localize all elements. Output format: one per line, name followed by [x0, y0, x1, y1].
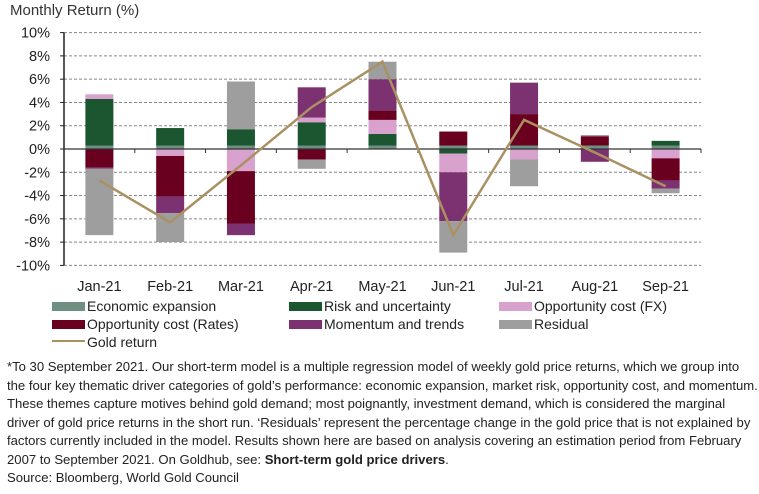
bar-segment [651, 158, 680, 181]
legend-item: Momentum and trends [289, 316, 464, 333]
y-tick-label: 6% [29, 72, 50, 88]
footnote: *To 30 September 2021. Our short-term mo… [7, 358, 759, 469]
bar-segment [439, 149, 468, 154]
y-tick-label: -10% [16, 258, 50, 274]
bar-segment [580, 149, 609, 162]
y-tick-label: 4% [29, 95, 50, 111]
x-tick-label: Jan-21 [77, 279, 121, 295]
bar-segment [297, 87, 326, 118]
legend-swatch [52, 340, 85, 343]
legend-item: Gold return [52, 334, 157, 351]
legend-item: Risk and uncertainty [289, 298, 451, 315]
x-tick-label: Aug-21 [571, 279, 618, 295]
bar-segment [580, 136, 609, 146]
x-tick-label: Feb-21 [147, 279, 193, 295]
bar-segment [580, 145, 609, 149]
legend-swatch [289, 319, 322, 329]
bar-segment [156, 149, 185, 156]
bar-segment [651, 188, 680, 194]
bar-segment [226, 171, 255, 224]
x-tick-label: Jul-21 [504, 279, 544, 295]
bar-segment [368, 145, 397, 149]
bar-segment [651, 140, 680, 146]
bar-segment [156, 145, 185, 149]
y-tick-label: -8% [24, 235, 50, 251]
gold-return-line [98, 59, 667, 238]
bar-segment [226, 149, 255, 172]
legend-item: Economic expansion [52, 298, 216, 315]
legend-swatch [289, 301, 322, 311]
y-tick-label: 8% [29, 49, 50, 65]
bar-segment [439, 153, 468, 173]
bar-segment [510, 159, 539, 187]
bar-segment [156, 155, 185, 197]
bar-segment [226, 145, 255, 149]
bar-segment [651, 180, 680, 189]
y-tick-label: 10% [21, 26, 50, 42]
x-tick-label: May-21 [358, 279, 406, 295]
y-tick-label: 0% [29, 142, 50, 158]
bar-segment [297, 159, 326, 169]
legend-label: Gold return [87, 334, 158, 350]
bar-segment [85, 94, 114, 99]
y-tick-label: 2% [29, 119, 50, 135]
legend-label: Economic expansion [87, 298, 217, 314]
goldhub-link[interactable]: Short-term gold price drivers [264, 451, 446, 467]
x-tick-label: Sep-21 [642, 279, 689, 295]
bar-segment [368, 110, 397, 120]
chart-title: Monthly Return (%) [10, 2, 140, 19]
bar-segment [297, 145, 326, 149]
legend-item: Residual [499, 316, 588, 333]
legend-item: Opportunity cost (FX) [499, 298, 667, 315]
y-tick-label: -6% [24, 212, 50, 228]
y-tick-label: -4% [24, 189, 50, 205]
bar-segment [85, 167, 114, 169]
bar-segment [85, 149, 114, 168]
bar-segment [439, 131, 468, 146]
bar-segment [85, 168, 114, 236]
x-tick-label: Apr-21 [290, 279, 334, 295]
bar-segment [226, 223, 255, 236]
bar-segment [651, 145, 680, 149]
bar-segment [156, 196, 185, 214]
x-tick-label: Mar-21 [218, 279, 264, 295]
legend-swatch [499, 319, 532, 329]
bar-segment [580, 135, 609, 137]
bar-segment [85, 145, 114, 149]
footnote-end: . [445, 451, 449, 467]
legend-label: Residual [534, 316, 589, 332]
bar-segment [85, 98, 114, 146]
bar-segment [297, 117, 326, 123]
legend-swatch [499, 301, 532, 311]
legend-swatch [52, 301, 85, 311]
bar-segment [297, 149, 326, 160]
legend-swatch [52, 319, 85, 329]
source-text: Source: Bloomberg, World Gold Council [7, 470, 239, 485]
bar-segment [439, 145, 468, 149]
legend-item: Opportunity cost (Rates) [52, 316, 239, 333]
legend-label: Opportunity cost (FX) [534, 298, 668, 314]
legend-label: Risk and uncertainty [324, 298, 451, 314]
bar-segment [226, 129, 255, 146]
bar-segment [297, 122, 326, 146]
x-tick-label: Jun-21 [431, 279, 475, 295]
bar-segment [226, 81, 255, 130]
bar-segment [368, 119, 397, 134]
footnote-text: *To 30 September 2021. Our short-term mo… [7, 359, 758, 467]
stacked-bar-chart: 10% 8% 6% 4% 2% 0% -2% -4% -6% -8% -10% Jan-21 Feb-2… [16, 26, 702, 295]
bar-segment [510, 82, 539, 115]
bar-segment [156, 128, 185, 146]
bar-segment [651, 149, 680, 159]
legend-label: Opportunity cost (Rates) [87, 316, 239, 332]
bar-segment [510, 145, 539, 149]
bar-segment [510, 149, 539, 160]
legend-label: Momentum and trends [324, 316, 465, 332]
y-tick-label: -2% [24, 165, 50, 181]
bar-segment [368, 133, 397, 146]
